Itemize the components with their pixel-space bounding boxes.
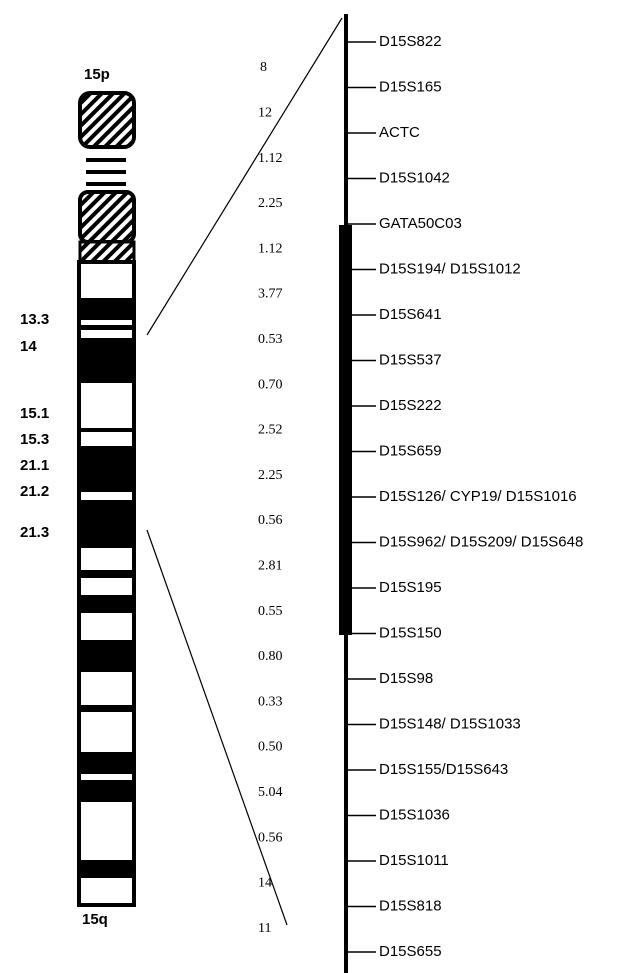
distance-label: 2.81	[258, 559, 283, 574]
marker-label: D15S98	[379, 670, 433, 687]
distance-label: 12	[258, 106, 272, 121]
zoom-line	[147, 530, 287, 925]
distance-label: 5.04	[258, 785, 283, 800]
band-label: 14	[20, 338, 37, 355]
band-label: 15.3	[20, 431, 49, 448]
distance-label: 2.25	[258, 468, 283, 483]
marker-label: D15S126/ CYP19/ D15S1016	[379, 488, 577, 505]
arm-label: 15q	[82, 911, 108, 928]
marker-label: D15S1042	[379, 169, 450, 186]
marker-label: D15S194/ D15S1012	[379, 260, 521, 277]
distance-label: 0.56	[258, 830, 283, 845]
marker-label: D15S1036	[379, 806, 450, 823]
marker-label: D15S537	[379, 351, 442, 368]
distance-label: 11	[258, 921, 271, 936]
marker-label: D15S659	[379, 442, 442, 459]
distance-label: 0.55	[258, 604, 283, 619]
marker-label: D15S148/ D15S1033	[379, 715, 521, 732]
critical-region	[339, 225, 352, 635]
band-label: 21.1	[20, 457, 49, 474]
distance-label: 2.25	[258, 196, 283, 211]
marker-label: D15S962/ D15S209/ D15S648	[379, 533, 583, 550]
band-label: 15.1	[20, 405, 49, 422]
marker-label: D15S165	[379, 78, 442, 95]
distance-label: 0.70	[258, 377, 283, 392]
distance-label: 0.33	[258, 694, 283, 709]
marker-label: D15S1011	[379, 852, 449, 869]
marker-label: D15S818	[379, 897, 442, 914]
band-label: 21.2	[20, 483, 49, 500]
distance-label: 0.50	[258, 740, 283, 755]
distance-label: 3.77	[258, 287, 283, 302]
marker-label: D15S222	[379, 397, 442, 414]
marker-label: D15S822	[379, 33, 442, 50]
marker-label: ACTC	[379, 124, 420, 141]
distance-label: 1.12	[258, 241, 283, 256]
distance-label: 8	[260, 60, 267, 75]
marker-label: D15S195	[379, 579, 442, 596]
ideogram	[79, 93, 134, 905]
distance-label: 1.12	[258, 151, 283, 166]
marker-label: D15S155/D15S643	[379, 761, 508, 778]
distance-label: 2.52	[258, 423, 283, 438]
chromosome-diagram: 15p 15q 13.3 14 15.1 15.3 21.1 21.2 21.3 D15S82…	[0, 0, 641, 973]
band-label: 13.3	[20, 311, 49, 328]
marker-label: D15S641	[379, 306, 442, 323]
distance-label: 0.80	[258, 649, 283, 664]
marker-label: D15S150	[379, 624, 442, 641]
distance-label: 14	[258, 876, 272, 891]
band-label: 21.3	[20, 524, 49, 541]
arm-label: 15p	[84, 66, 110, 83]
marker-label: D15S655	[379, 943, 442, 960]
marker-label: GATA50C03	[379, 215, 462, 232]
distance-label: 0.56	[258, 513, 283, 528]
distance-label: 0.53	[258, 332, 283, 347]
zoom-line	[147, 18, 342, 335]
